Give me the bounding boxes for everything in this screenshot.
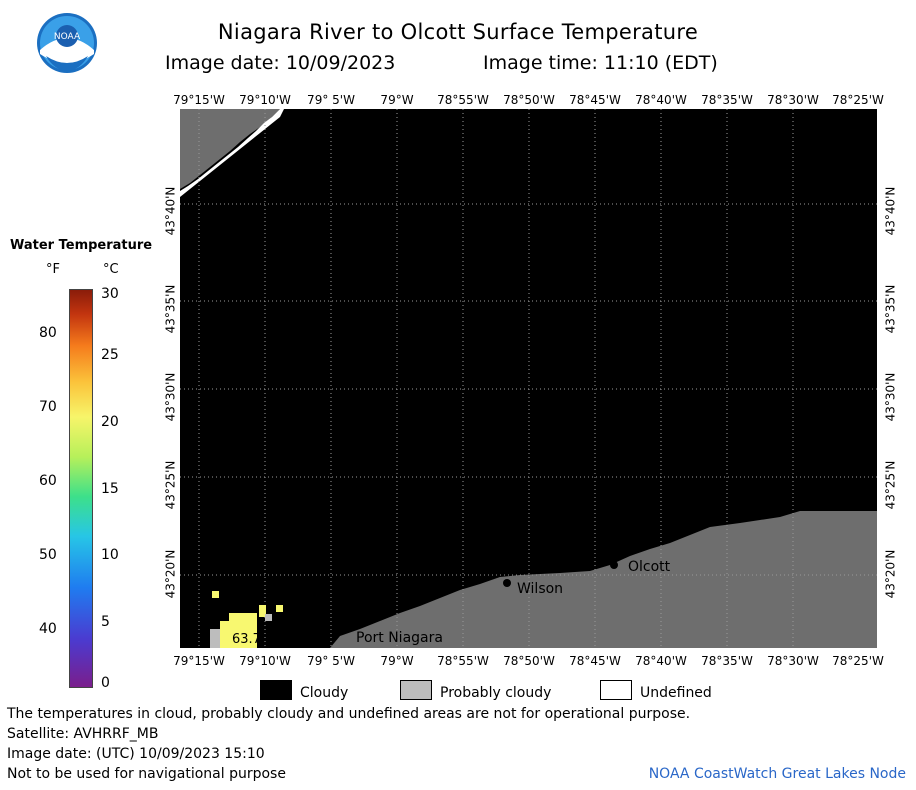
lon-label: 78°25'W — [832, 93, 884, 107]
lon-label: 78°55'W — [437, 654, 489, 668]
place-label-port-niagara: Port Niagara — [356, 630, 443, 646]
lon-label: 79° 5'W — [307, 654, 355, 668]
noaa-logo-icon: NOAA — [36, 12, 98, 74]
cloudy-label: Cloudy — [300, 685, 349, 701]
lon-label: 78°30'W — [767, 93, 819, 107]
map-title: Niagara River to Olcott Surface Temperat… — [217, 20, 699, 44]
lat-label: 43°30'N — [883, 372, 898, 422]
land-south — [330, 511, 877, 648]
lon-label: 79°15'W — [173, 654, 225, 668]
wilson-marker — [503, 579, 511, 587]
satellite-text: Satellite: AVHRRF_MB — [7, 726, 159, 742]
lat-label: 43°35'N — [163, 284, 178, 334]
lon-label: 78°50'W — [503, 654, 555, 668]
lon-label: 78°40'W — [635, 654, 687, 668]
celsius-tick: 30 — [101, 286, 119, 302]
lon-label: 79°W — [380, 93, 414, 107]
legend-title: Water Temperature — [10, 238, 153, 253]
lon-label: 78°45'W — [569, 654, 621, 668]
celsius-tick: 25 — [101, 347, 119, 363]
lon-label: 78°25'W — [832, 654, 884, 668]
image-date: Image date: 10/09/2023 — [165, 52, 396, 74]
place-label-wilson: Wilson — [517, 581, 564, 597]
undefined-edge — [180, 109, 284, 197]
lat-label: 43°30'N — [163, 372, 178, 422]
lat-label: 43°35'N — [883, 284, 898, 334]
land-northwest — [180, 109, 280, 189]
fahrenheit-tick: 60 — [39, 473, 57, 489]
lat-label: 43°40'N — [883, 186, 898, 236]
lon-label: 79° 5'W — [307, 93, 355, 107]
lon-label: 78°40'W — [635, 93, 687, 107]
unit-fahrenheit: °F — [46, 262, 60, 277]
unit-celsius: °C — [103, 262, 119, 277]
fahrenheit-tick: 70 — [39, 399, 57, 415]
celsius-tick: 10 — [101, 547, 119, 563]
undefined-swatch — [600, 680, 632, 700]
lon-label: 78°45'W — [569, 93, 621, 107]
celsius-tick: 15 — [101, 481, 119, 497]
temperature-value: 63.7 — [232, 632, 261, 647]
lat-label: 43°25'N — [883, 460, 898, 510]
lat-label: 43°25'N — [163, 460, 178, 510]
cloudy-swatch — [260, 680, 292, 700]
probably-cloudy-swatch — [400, 680, 432, 700]
undefined-label: Undefined — [640, 685, 712, 701]
lon-labels-top: 79°15'W 79°10'W 79° 5'W 79°W 78°55'W 78°… — [0, 93, 916, 107]
lon-label: 78°35'W — [701, 654, 753, 668]
lon-label: 79°10'W — [239, 93, 291, 107]
lon-label: 79°15'W — [173, 93, 225, 107]
fahrenheit-tick: 80 — [39, 325, 57, 341]
celsius-tick: 20 — [101, 414, 119, 430]
lon-label: 78°30'W — [767, 654, 819, 668]
map-panel: Olcott Wilson Port Niagara 63.7 — [180, 109, 877, 648]
temperature-colorbar — [69, 289, 93, 688]
image-time: Image time: 11:10 (EDT) — [483, 52, 718, 74]
lon-label: 79°W — [380, 654, 414, 668]
logo-text: NOAA — [54, 32, 81, 42]
utc-date-text: Image date: (UTC) 10/09/2023 15:10 — [7, 746, 265, 762]
celsius-tick: 0 — [101, 675, 110, 691]
lon-labels-bottom: 79°15'W 79°10'W 79° 5'W 79°W 78°55'W 78°… — [0, 654, 916, 668]
lon-label: 78°35'W — [701, 93, 753, 107]
fahrenheit-tick: 40 — [39, 621, 57, 637]
lat-label: 43°40'N — [163, 186, 178, 236]
lon-label: 79°10'W — [239, 654, 291, 668]
lat-label: 43°20'N — [163, 549, 178, 599]
olcott-marker — [610, 561, 618, 569]
lon-label: 78°50'W — [503, 93, 555, 107]
lon-label: 78°55'W — [437, 93, 489, 107]
graticule — [180, 109, 877, 648]
place-label-olcott: Olcott — [628, 559, 671, 575]
lat-label: 43°20'N — [883, 549, 898, 599]
navigation-warning: Not to be used for navigational purpose — [7, 766, 286, 782]
fahrenheit-tick: 50 — [39, 547, 57, 563]
disclaimer-text: The temperatures in cloud, probably clou… — [7, 706, 691, 722]
water-temperature-patch — [210, 591, 283, 648]
celsius-tick: 5 — [101, 614, 110, 630]
probably-cloudy-label: Probably cloudy — [440, 685, 552, 701]
credit-text: NOAA CoastWatch Great Lakes Node — [648, 766, 906, 782]
